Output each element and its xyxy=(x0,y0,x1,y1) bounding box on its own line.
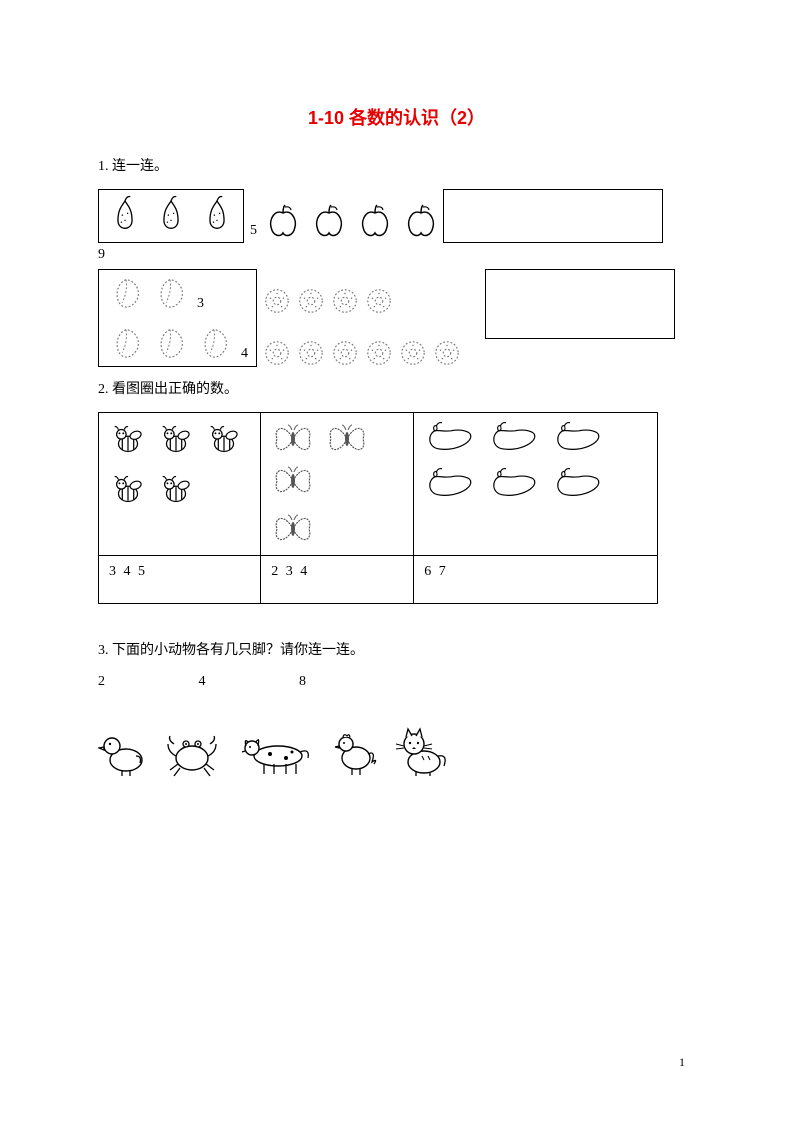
pear-box xyxy=(98,189,244,243)
worksheet-page: 1-10 各数的认识（2） 1. 连一连。 5 9 3 xyxy=(0,0,793,778)
butterfly-icon xyxy=(325,421,369,457)
bee-icon xyxy=(109,421,147,459)
bee-icon xyxy=(157,471,195,509)
q2-cell-bees xyxy=(99,413,261,556)
q2-options-1: 3 4 5 xyxy=(99,556,261,604)
donut-icon xyxy=(331,287,359,315)
duck-icon xyxy=(98,728,148,778)
donut-icon xyxy=(263,339,291,367)
eggplant-icon xyxy=(552,467,606,501)
butterfly-icon xyxy=(271,511,315,547)
apple-icon xyxy=(309,203,349,243)
donut-icon xyxy=(365,287,393,315)
pear-icon xyxy=(199,194,235,238)
q3-numbers: 2 4 8 xyxy=(98,674,695,690)
pear-icon xyxy=(153,194,189,238)
donut-row-2 xyxy=(263,339,461,367)
donut-icon xyxy=(365,339,393,367)
blank-box-1 xyxy=(443,189,663,243)
q2-cell-eggplants xyxy=(414,413,658,556)
eggplant-icon xyxy=(488,421,542,455)
donut-icon xyxy=(263,287,291,315)
eggplant-icon xyxy=(424,467,478,501)
donut-icon xyxy=(399,339,427,367)
q2-options-2: 2 3 4 xyxy=(261,556,414,604)
apple-icon xyxy=(263,203,303,243)
donut-icon xyxy=(433,339,461,367)
butterfly-icon xyxy=(271,421,315,457)
donut-row-1 xyxy=(263,287,461,315)
animal-row xyxy=(98,726,695,778)
peach-icon xyxy=(195,324,233,362)
eggplant-icon xyxy=(424,421,478,455)
pear-icon xyxy=(107,194,143,238)
q2-options-3: 6 7 xyxy=(414,556,658,604)
peach-icon xyxy=(151,324,189,362)
eggplant-icon xyxy=(488,467,542,501)
q1-num-5: 5 xyxy=(250,223,257,239)
peach-icon xyxy=(107,324,145,362)
bee-icon xyxy=(109,471,147,509)
donut-icon xyxy=(331,339,359,367)
q3-num-8: 8 xyxy=(299,674,306,690)
q1-row1: 5 xyxy=(98,189,695,243)
q2-cell-butterflies xyxy=(261,413,414,556)
peach-icon xyxy=(107,274,145,312)
page-title: 1-10 各数的认识（2） xyxy=(98,104,695,130)
eggplant-icon xyxy=(552,421,606,455)
crab-icon xyxy=(162,730,222,778)
bee-icon xyxy=(205,421,243,459)
q2-label: 2. 看图圈出正确的数。 xyxy=(98,377,695,402)
q1-label: 1. 连一连。 xyxy=(98,154,695,179)
chicken-icon xyxy=(330,728,380,778)
dog-icon xyxy=(236,730,316,778)
cat-icon xyxy=(394,726,450,778)
peach-icon xyxy=(151,274,189,312)
donut-icon xyxy=(297,339,325,367)
bee-icon xyxy=(157,421,195,459)
q3-num-2: 2 xyxy=(98,674,105,690)
peach-box: 3 4 xyxy=(98,269,257,367)
q3-num-4: 4 xyxy=(199,674,206,690)
q2-table: 3 4 5 2 3 4 6 7 xyxy=(98,412,658,604)
donut-icon xyxy=(297,287,325,315)
apple-icon xyxy=(401,203,441,243)
q3-label: 3. 下面的小动物各有几只脚？请你连一连。 xyxy=(98,638,695,663)
blank-box-2 xyxy=(485,269,675,339)
q1-mid: 3 4 xyxy=(98,269,695,367)
apple-icon xyxy=(355,203,395,243)
q1-num-3: 3 xyxy=(197,296,204,312)
apple-row xyxy=(263,203,441,243)
q1-num-9: 9 xyxy=(98,247,695,263)
butterfly-icon xyxy=(271,463,315,499)
page-number: 1 xyxy=(679,1055,685,1070)
q1-num-4: 4 xyxy=(241,346,248,362)
